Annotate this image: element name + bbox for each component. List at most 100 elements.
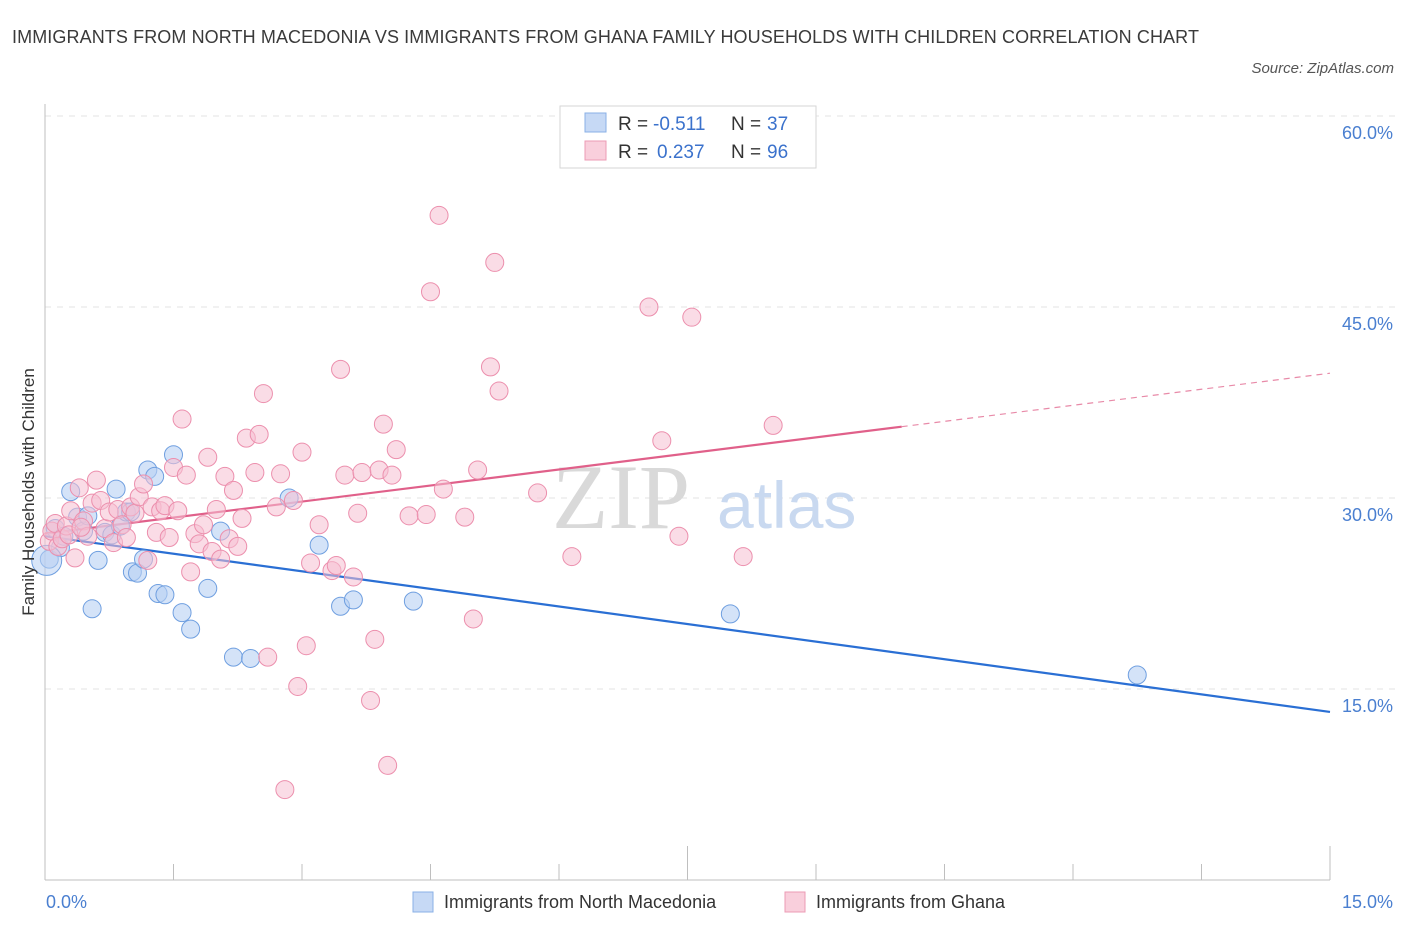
ghana-point-55 bbox=[283, 491, 303, 511]
trend-lines bbox=[44, 372, 1331, 714]
north-macedonia-point-30 bbox=[309, 535, 329, 555]
bottom-legend: Immigrants from North Macedonia Immigran… bbox=[412, 891, 1006, 913]
ghana-point-24 bbox=[138, 550, 158, 570]
chart-title: IMMIGRANTS FROM NORTH MACEDONIA VS IMMIG… bbox=[12, 27, 1200, 47]
ghana-point-29 bbox=[159, 527, 179, 547]
x-tick-labels: 0.0% 15.0% bbox=[46, 892, 1393, 912]
watermark-zip: ZIP bbox=[552, 446, 690, 548]
ghana-point-89 bbox=[652, 431, 672, 451]
ghana-point-65 bbox=[343, 567, 363, 587]
ghana-point-19 bbox=[116, 527, 136, 547]
north-macedonia-point-33 bbox=[403, 591, 423, 611]
ghana-point-8 bbox=[69, 478, 89, 498]
legend-box: R = -0.511 N = 37 R = 0.237 N = 96 bbox=[559, 105, 817, 169]
trend-line-north-macedonia bbox=[44, 535, 1331, 714]
north-macedonia-point-35 bbox=[1127, 665, 1147, 685]
ghana-point-37 bbox=[193, 515, 213, 535]
y-tick-label-1: 30.0% bbox=[1342, 505, 1393, 525]
north-macedonia-point-21 bbox=[155, 585, 175, 605]
ghana-point-51 bbox=[258, 647, 278, 667]
north-macedonia-point-12 bbox=[106, 479, 126, 499]
ghana-point-86 bbox=[528, 483, 548, 503]
x-tick-label-1: 15.0% bbox=[1342, 892, 1393, 912]
y-tick-label-3: 60.0% bbox=[1342, 123, 1393, 143]
y-axis-label: Family Households with Children bbox=[19, 368, 38, 616]
ghana-point-52 bbox=[266, 497, 286, 517]
ghana-point-48 bbox=[245, 463, 265, 483]
axes bbox=[44, 104, 1331, 881]
north-macedonia-point-28 bbox=[241, 648, 261, 668]
ghana-point-59 bbox=[301, 553, 321, 573]
grid-lines bbox=[45, 115, 1395, 690]
north-macedonia-point-34 bbox=[720, 604, 740, 624]
ghana-point-66 bbox=[348, 503, 368, 523]
ghana-point-79 bbox=[433, 479, 453, 499]
y-tick-label-0: 15.0% bbox=[1342, 696, 1393, 716]
ghana-point-74 bbox=[386, 440, 406, 460]
legend-r-label-1: R = bbox=[618, 114, 648, 135]
ghana-point-6 bbox=[61, 501, 81, 521]
legend-r-value-1: -0.511 bbox=[653, 114, 705, 135]
ghana-point-84 bbox=[485, 252, 505, 272]
ghana-point-42 bbox=[215, 466, 235, 486]
ghana-point-64 bbox=[335, 465, 355, 485]
ghana-point-56 bbox=[288, 676, 308, 696]
ghana-point-69 bbox=[365, 629, 385, 649]
ghana-point-45 bbox=[228, 536, 248, 556]
north-macedonia-point-25 bbox=[198, 578, 218, 598]
legend-swatch-blue bbox=[584, 112, 607, 133]
bottom-legend-label-north-macedonia: Immigrants from North Macedonia bbox=[444, 892, 717, 912]
ghana-point-60 bbox=[309, 515, 329, 535]
series-ghana bbox=[39, 205, 783, 800]
legend-swatch-pink bbox=[584, 140, 607, 161]
ghana-point-67 bbox=[352, 463, 372, 483]
ghana-point-91 bbox=[682, 307, 702, 327]
watermark-atlas: atlas bbox=[717, 468, 856, 542]
legend-n-value-1: 37 bbox=[767, 114, 788, 135]
north-macedonia-point-8 bbox=[82, 599, 102, 619]
ghana-point-95 bbox=[71, 517, 91, 537]
ghana-point-12 bbox=[86, 470, 106, 490]
ghana-point-7 bbox=[65, 548, 85, 568]
ghana-point-83 bbox=[480, 357, 500, 377]
ghana-point-58 bbox=[296, 636, 316, 656]
ghana-point-53 bbox=[271, 464, 291, 484]
ghana-point-80 bbox=[455, 507, 475, 527]
ghana-point-73 bbox=[382, 465, 402, 485]
bottom-legend-swatch-blue bbox=[412, 891, 434, 913]
ghana-point-62 bbox=[326, 555, 346, 575]
ghana-point-46 bbox=[232, 508, 252, 528]
ghana-point-88 bbox=[639, 297, 659, 317]
ghana-point-81 bbox=[463, 609, 483, 629]
ghana-point-78 bbox=[429, 205, 449, 225]
ghana-point-75 bbox=[399, 506, 419, 526]
ghana-point-63 bbox=[331, 359, 351, 379]
ghana-point-57 bbox=[292, 442, 312, 462]
ghana-point-38 bbox=[198, 447, 218, 467]
ghana-point-33 bbox=[176, 465, 196, 485]
ghana-point-71 bbox=[373, 414, 393, 434]
legend-n-label-2: N = bbox=[731, 142, 761, 163]
north-macedonia-point-32 bbox=[343, 590, 363, 610]
legend-n-label-1: N = bbox=[731, 114, 761, 135]
ghana-point-41 bbox=[211, 549, 231, 569]
bottom-legend-swatch-pink bbox=[784, 891, 806, 913]
north-macedonia-point-24 bbox=[181, 619, 201, 639]
ghana-point-31 bbox=[168, 501, 188, 521]
ghana-point-34 bbox=[181, 562, 201, 582]
ghana-point-82 bbox=[468, 460, 488, 480]
ghana-point-90 bbox=[669, 526, 689, 546]
north-macedonia-point-9 bbox=[88, 550, 108, 570]
bottom-legend-label-ghana: Immigrants from Ghana bbox=[816, 892, 1006, 912]
ghana-point-44 bbox=[223, 480, 243, 500]
trend-line-ghana bbox=[44, 425, 902, 535]
ghana-point-72 bbox=[378, 755, 398, 775]
legend-n-value-2: 96 bbox=[767, 142, 788, 163]
ghana-point-23 bbox=[134, 474, 154, 494]
source-label: Source: ZipAtlas.com bbox=[1251, 60, 1394, 77]
ghana-point-21 bbox=[125, 503, 145, 523]
trend-line-ghana-extension bbox=[901, 372, 1331, 428]
ghana-point-92 bbox=[733, 547, 753, 567]
y-tick-label-2: 45.0% bbox=[1342, 314, 1393, 334]
